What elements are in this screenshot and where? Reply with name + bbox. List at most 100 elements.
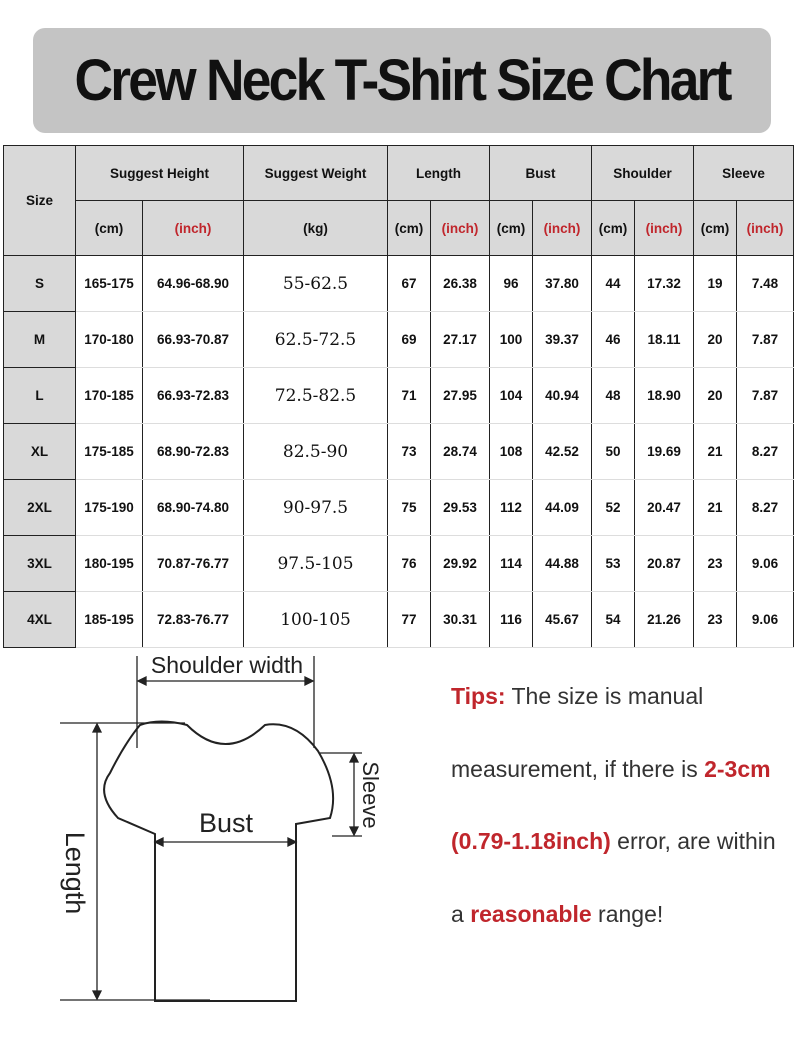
group-header: Suggest Weight bbox=[243, 145, 389, 201]
table-cell: 44.88 bbox=[532, 535, 593, 592]
tshirt-outline bbox=[103, 720, 335, 1002]
table-row: 3XL 180-195 70.87-76.77 97.5-105 76 29.92 114 4… bbox=[3, 535, 795, 592]
group-header-row: Size Suggest Height Suggest Weight Lengt… bbox=[3, 145, 795, 256]
table-cell: 50 bbox=[591, 423, 636, 480]
table-cell: 170-185 bbox=[75, 367, 143, 424]
table-cell: 26.38 bbox=[430, 255, 491, 312]
table-cell: 7.87 bbox=[736, 367, 795, 424]
table-cell: 64.96-68.90 bbox=[141, 255, 245, 312]
table-cell: 7.87 bbox=[736, 311, 795, 368]
tips-text-part: The size is manual measurement, if there… bbox=[451, 683, 705, 782]
table-cell: 30.31 bbox=[430, 591, 491, 648]
group-header: Suggest Height bbox=[74, 145, 245, 201]
table-cell: 71 bbox=[387, 367, 432, 424]
table-cell: 29.53 bbox=[430, 479, 491, 536]
table-cell: 9.06 bbox=[736, 591, 795, 648]
unit-header: (inch) bbox=[736, 200, 795, 256]
table-cell: 66.93-72.83 bbox=[141, 367, 245, 424]
size-cell: 3XL bbox=[3, 535, 76, 592]
size-table: Size Suggest Height Suggest Weight Lengt… bbox=[3, 145, 795, 648]
table-cell: 114 bbox=[489, 535, 534, 592]
table-cell: 69 bbox=[387, 311, 432, 368]
table-cell: 9.06 bbox=[736, 535, 795, 592]
table-cell: 18.90 bbox=[634, 367, 695, 424]
table-cell: 7.48 bbox=[736, 255, 795, 312]
table-cell: 180-195 bbox=[75, 535, 143, 592]
table-row: 4XL 185-195 72.83-76.77 100-105 77 30.31 116 45… bbox=[3, 591, 795, 648]
table-cell: 90-97.5 bbox=[243, 479, 389, 536]
tips-text-part: error, are within a bbox=[451, 828, 776, 927]
table-cell: 45.67 bbox=[532, 591, 593, 648]
table-row: 2XL 175-190 68.90-74.80 90-97.5 75 29.53 112 44… bbox=[3, 479, 795, 536]
unit-header: (inch) bbox=[430, 200, 491, 256]
size-cell: L bbox=[3, 367, 76, 424]
table-cell: 75 bbox=[387, 479, 432, 536]
table-cell: 175-185 bbox=[75, 423, 143, 480]
table-cell: 54 bbox=[591, 591, 636, 648]
table-row: S 165-175 64.96-68.90 55-62.5 67 26.38 96 37.80… bbox=[3, 255, 795, 312]
table-cell: 23 bbox=[693, 591, 738, 648]
table-cell: 82.5-90 bbox=[243, 423, 389, 480]
table-cell: 165-175 bbox=[75, 255, 143, 312]
unit-header: (inch) bbox=[532, 200, 593, 256]
table-cell: 175-190 bbox=[75, 479, 143, 536]
unit-header: (kg) bbox=[243, 200, 389, 256]
unit-header: (cm) bbox=[387, 200, 432, 256]
page-title: Crew Neck T-Shirt Size Chart bbox=[74, 48, 732, 113]
table-cell: 8.27 bbox=[736, 423, 795, 480]
table-cell: 17.32 bbox=[634, 255, 695, 312]
table-cell: 67 bbox=[387, 255, 432, 312]
unit-header: (cm) bbox=[591, 200, 636, 256]
unit-header-row: (cm) (inch) (kg) (cm) (inch) (cm) (inch) (cm) (i… bbox=[4, 200, 795, 256]
table-cell: 8.27 bbox=[736, 479, 795, 536]
table-cell: 170-180 bbox=[75, 311, 143, 368]
table-cell: 20 bbox=[693, 367, 738, 424]
table-cell: 40.94 bbox=[532, 367, 593, 424]
unit-header: (cm) bbox=[489, 200, 534, 256]
size-cell: XL bbox=[3, 423, 76, 480]
size-header: Size bbox=[3, 145, 76, 256]
tips-label: Tips: bbox=[451, 683, 506, 709]
table-cell: 19.69 bbox=[634, 423, 695, 480]
table-cell: 29.92 bbox=[430, 535, 491, 592]
table-cell: 70.87-76.77 bbox=[141, 535, 245, 592]
table-cell: 112 bbox=[489, 479, 534, 536]
table-cell: 100-105 bbox=[243, 591, 389, 648]
table-cell: 66.93-70.87 bbox=[141, 311, 245, 368]
tips-highlight: 2-3cm (0.79-1.18inch) bbox=[451, 755, 771, 855]
table-cell: 42.52 bbox=[532, 423, 593, 480]
table-cell: 96 bbox=[489, 255, 534, 312]
table-cell: 53 bbox=[591, 535, 636, 592]
table-cell: 185-195 bbox=[75, 591, 143, 648]
table-cell: 100 bbox=[489, 311, 534, 368]
table-cell: 46 bbox=[591, 311, 636, 368]
table-cell: 37.80 bbox=[532, 255, 593, 312]
table-cell: 28.74 bbox=[430, 423, 491, 480]
group-header: Length bbox=[387, 145, 491, 201]
table-cell: 20.87 bbox=[634, 535, 695, 592]
table-cell: 23 bbox=[693, 535, 738, 592]
table-cell: 108 bbox=[489, 423, 534, 480]
unit-header: (inch) bbox=[634, 200, 695, 256]
table-cell: 39.37 bbox=[532, 311, 593, 368]
table-cell: 73 bbox=[387, 423, 432, 480]
group-header: Shoulder bbox=[591, 145, 695, 201]
sleeve-label: Sleeve bbox=[358, 761, 383, 828]
table-cell: 19 bbox=[693, 255, 738, 312]
unit-header: (inch) bbox=[141, 200, 245, 256]
table-cell: 21 bbox=[693, 423, 738, 480]
size-cell: S bbox=[3, 255, 76, 312]
table-cell: 27.17 bbox=[430, 311, 491, 368]
tips-text-part: range! bbox=[591, 900, 664, 927]
table-cell: 97.5-105 bbox=[243, 535, 389, 592]
unit-header: (cm) bbox=[693, 200, 738, 256]
tips-text: Tips: The size is manual measurement, if… bbox=[451, 660, 781, 950]
table-row: M 170-180 66.93-70.87 62.5-72.5 69 27.17 100 39… bbox=[3, 311, 795, 368]
table-cell: 20 bbox=[693, 311, 738, 368]
size-cell: M bbox=[3, 311, 76, 368]
table-row: L 170-185 66.93-72.83 72.5-82.5 71 27.95 104 40… bbox=[3, 367, 795, 424]
table-cell: 76 bbox=[387, 535, 432, 592]
size-cell: 2XL bbox=[3, 479, 76, 536]
table-row: XL 175-185 68.90-72.83 82.5-90 73 28.74 108 42.… bbox=[3, 423, 795, 480]
